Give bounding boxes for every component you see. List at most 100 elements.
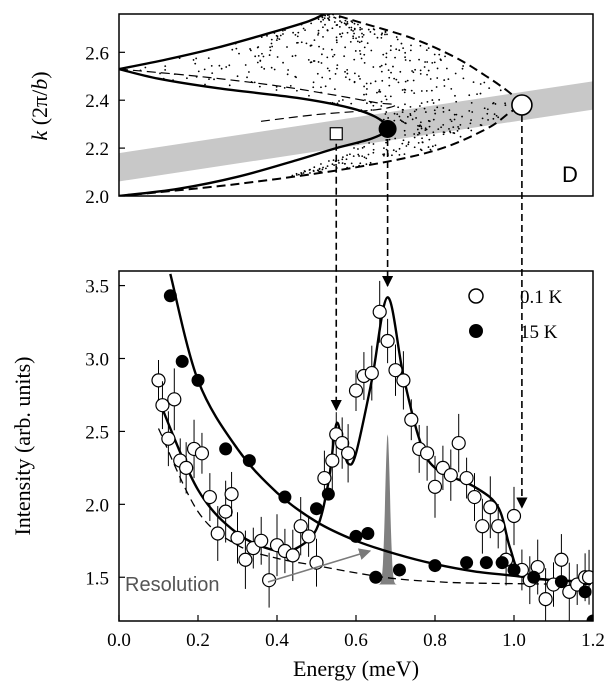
stipple-dot (344, 76, 347, 79)
stipple-dot (436, 67, 439, 70)
stipple-dot (279, 34, 282, 37)
stipple-dot (394, 137, 397, 140)
stipple-dot (419, 69, 422, 72)
point-0p1K (372, 304, 387, 319)
stipple-dot (339, 33, 341, 36)
stipple-dot (423, 107, 426, 110)
stipple-dot (436, 77, 439, 79)
stipple-dot (343, 55, 346, 58)
stipple-dot (344, 162, 346, 165)
stipple-dot (276, 35, 279, 38)
resolution-pointer-arrow (267, 548, 372, 583)
stipple-dot (486, 108, 489, 111)
stipple-dot (286, 73, 289, 76)
stipple-dot (335, 163, 337, 166)
point-0p1K (317, 470, 332, 486)
stipple-dot (413, 136, 416, 139)
stipple-dot (494, 103, 497, 105)
stipple-dot (295, 76, 297, 79)
stipple-dot (256, 61, 259, 64)
stipple-dot (356, 40, 359, 43)
stipple-dot (454, 94, 456, 97)
stipple-dot (365, 163, 368, 166)
point-0p1K (538, 592, 553, 607)
dispersion-inner-dashed-curve (119, 68, 397, 123)
stipple-dot (379, 65, 381, 68)
stipple-dot (423, 66, 426, 68)
stipple-dot (332, 159, 335, 162)
stipple-dot (398, 49, 401, 52)
legend-filled-circle-icon (469, 324, 483, 338)
stipple-dot (159, 72, 161, 75)
point-15K (479, 556, 493, 570)
stipple-dot (323, 17, 326, 20)
stipple-dot (399, 119, 402, 122)
stipple-dot (317, 29, 320, 32)
marker-open-circle (511, 94, 533, 116)
stipple-dot (468, 94, 471, 97)
stipple-dot (308, 94, 310, 97)
dispersion-outer-dashed-curve (119, 14, 523, 196)
stipple-dot (385, 139, 388, 141)
stipple-dot (398, 147, 401, 150)
stipple-dot (426, 73, 428, 76)
stipple-dot (345, 158, 348, 161)
point-0p1K (155, 398, 170, 413)
stipple-dot (472, 81, 475, 84)
stipple-dot (486, 112, 489, 115)
stipple-dot (203, 68, 206, 71)
stipple-dot (402, 47, 405, 50)
stipple-dot (442, 133, 445, 136)
point-15K (278, 490, 292, 504)
point-0p1K (467, 489, 482, 505)
stipple-dot (273, 68, 276, 71)
point-15K (349, 529, 363, 543)
stipple-dot (350, 29, 353, 31)
stipple-dot (433, 61, 436, 64)
stipple-dot (228, 64, 231, 67)
stipple-dot (368, 142, 370, 144)
stipple-dot (429, 148, 432, 151)
stipple-dot (387, 117, 390, 119)
stipple-dot (359, 162, 362, 165)
stipple-dot (432, 118, 435, 121)
y-tick-label: 3.5 (85, 277, 109, 298)
stipple-dot (393, 119, 396, 122)
stipple-dot (333, 53, 336, 56)
point-15K (310, 502, 323, 516)
stipple-dot (269, 46, 271, 49)
point-0p1K (301, 529, 316, 544)
point-15K (219, 442, 233, 456)
stipple-dot (417, 141, 420, 144)
stipple-dot (320, 163, 322, 165)
stipple-dot (321, 76, 324, 79)
stipple-dot (302, 27, 305, 30)
stipple-dot (381, 79, 384, 82)
stipple-dot (270, 42, 273, 45)
stipple-dot (249, 48, 251, 50)
stipple-dot (283, 86, 286, 89)
stipple-dot (434, 144, 437, 147)
stipple-dot (372, 104, 375, 107)
stipple-dot (424, 127, 427, 130)
stipple-dot (483, 81, 486, 84)
stipple-dot (418, 125, 421, 128)
stipple-dot (346, 69, 349, 71)
stipple-dot (361, 32, 363, 35)
stipple-dot (442, 110, 445, 113)
point-15K (321, 487, 335, 501)
stipple-dot (336, 64, 339, 67)
stipple-dot (438, 53, 441, 56)
stipple-dot (359, 26, 362, 29)
stipple-dot (282, 61, 284, 64)
point-15K (586, 614, 593, 621)
stipple-dot (417, 133, 419, 136)
stipple-dot (321, 16, 324, 19)
stipple-dot (380, 100, 383, 103)
stipple-dot (358, 41, 361, 44)
stipple-dot (318, 45, 320, 48)
stipple-dot (499, 89, 502, 92)
stipple-dot (297, 173, 300, 176)
stipple-dot (338, 25, 341, 28)
stipple-dot (403, 91, 406, 94)
